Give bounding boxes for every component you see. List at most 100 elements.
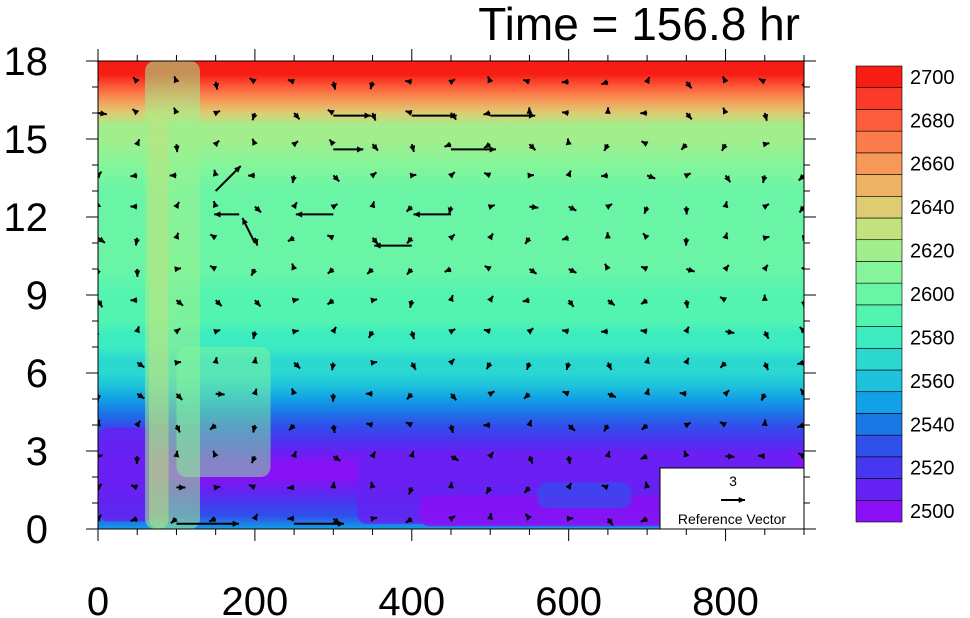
wind-vector	[643, 388, 650, 396]
wind-vector	[683, 421, 692, 429]
wind-vector	[209, 233, 218, 241]
colorbar-swatch	[855, 195, 903, 219]
wind-vector	[213, 328, 221, 335]
wind-vector	[444, 266, 452, 273]
wind-vector	[483, 328, 491, 335]
wind-vector	[130, 297, 138, 304]
wind-vector	[370, 112, 377, 121]
wind-vector	[291, 328, 299, 335]
colorbar-swatch	[855, 456, 903, 479]
wind-vector	[522, 297, 530, 304]
wind-vector	[98, 299, 104, 308]
wind-vector	[527, 455, 534, 465]
wind-vector	[212, 139, 220, 148]
colorbar-label: 2600	[910, 284, 955, 306]
wind-vector	[798, 205, 804, 214]
wind-vector	[98, 514, 103, 522]
wind-vector	[722, 264, 730, 272]
wind-vector	[444, 141, 452, 148]
wind-vector	[719, 421, 727, 428]
wind-vector	[640, 423, 649, 431]
wind-vector	[448, 78, 456, 86]
wind-vector	[565, 482, 573, 490]
wind-vector	[490, 112, 536, 119]
wind-vector	[605, 362, 613, 371]
colorbar-label: 2700	[910, 67, 955, 89]
wind-vector	[722, 201, 729, 209]
wind-vector	[447, 294, 454, 303]
wind-vector	[600, 79, 609, 86]
reference-vector-box: 3 Reference Vector	[659, 467, 805, 530]
wind-vector	[330, 203, 339, 210]
wind-vector	[251, 331, 258, 340]
wind-vector	[525, 362, 532, 371]
wind-vector	[485, 486, 493, 495]
wind-vector	[561, 78, 569, 85]
wind-vector	[526, 327, 534, 335]
wind-vector	[526, 419, 533, 427]
wind-vector	[801, 81, 804, 88]
wind-vector	[174, 266, 182, 273]
wind-vector	[600, 172, 609, 179]
colorbar-swatch	[855, 261, 903, 284]
wind-vector	[568, 205, 577, 212]
wind-vector	[173, 144, 180, 153]
wind-vector	[451, 146, 496, 153]
wind-vector	[214, 165, 242, 192]
wind-vector	[719, 361, 728, 369]
wind-vector	[447, 358, 456, 366]
wind-vector	[528, 143, 537, 151]
wind-vector	[484, 264, 492, 272]
wind-vector	[799, 326, 804, 334]
wind-vector	[213, 484, 221, 491]
wind-vector	[721, 143, 728, 152]
colorbar-swatch	[855, 434, 903, 458]
colorbar-swatch	[855, 152, 903, 175]
wind-vector	[173, 107, 180, 115]
wind-vector	[565, 456, 572, 465]
wind-vector	[566, 515, 574, 522]
wind-vector	[287, 515, 295, 522]
wind-vector	[98, 454, 103, 459]
wind-vector	[758, 453, 765, 460]
wind-vector	[725, 328, 735, 335]
wind-vector	[330, 481, 337, 489]
wind-vector	[561, 109, 569, 116]
wind-vector	[762, 141, 770, 148]
wind-vector	[640, 109, 648, 117]
wind-vector	[487, 451, 495, 459]
wind-vector	[640, 265, 649, 272]
wind-vector	[251, 424, 258, 433]
wind-vector	[173, 201, 180, 210]
wind-vector	[212, 169, 219, 177]
wind-vector	[367, 330, 375, 339]
wind-vector	[450, 454, 459, 462]
wind-vector	[487, 512, 494, 520]
wind-vector	[567, 299, 575, 308]
wind-vector	[333, 146, 364, 153]
wind-vector	[327, 109, 335, 116]
wind-vector	[251, 112, 258, 121]
wind-vector	[523, 486, 532, 494]
wind-vector	[250, 455, 258, 464]
colorbar-label: 2660	[910, 154, 955, 176]
wind-vector	[803, 144, 804, 146]
wind-vector	[330, 81, 337, 90]
colorbar-label: 2680	[910, 110, 955, 132]
axes: 0 200 400 600 800 0 3 6 9 12 15 18	[4, 40, 816, 618]
wind-vector	[98, 110, 107, 117]
chart-title: Time = 156.8 hr	[478, 0, 800, 50]
wind-vector	[604, 107, 611, 114]
wind-vector	[214, 211, 240, 218]
wind-vector	[330, 326, 337, 334]
wind-vector	[370, 359, 378, 366]
wind-vector	[762, 330, 770, 340]
wind-vector	[683, 450, 690, 458]
wind-vector	[333, 112, 371, 119]
colorbar-label: 2540	[910, 414, 955, 436]
colorbar-label: 2580	[910, 327, 955, 349]
wind-vector	[330, 424, 337, 434]
y-tick-label: 15	[4, 118, 49, 162]
wind-vector	[173, 327, 181, 335]
wind-vector	[722, 232, 729, 240]
